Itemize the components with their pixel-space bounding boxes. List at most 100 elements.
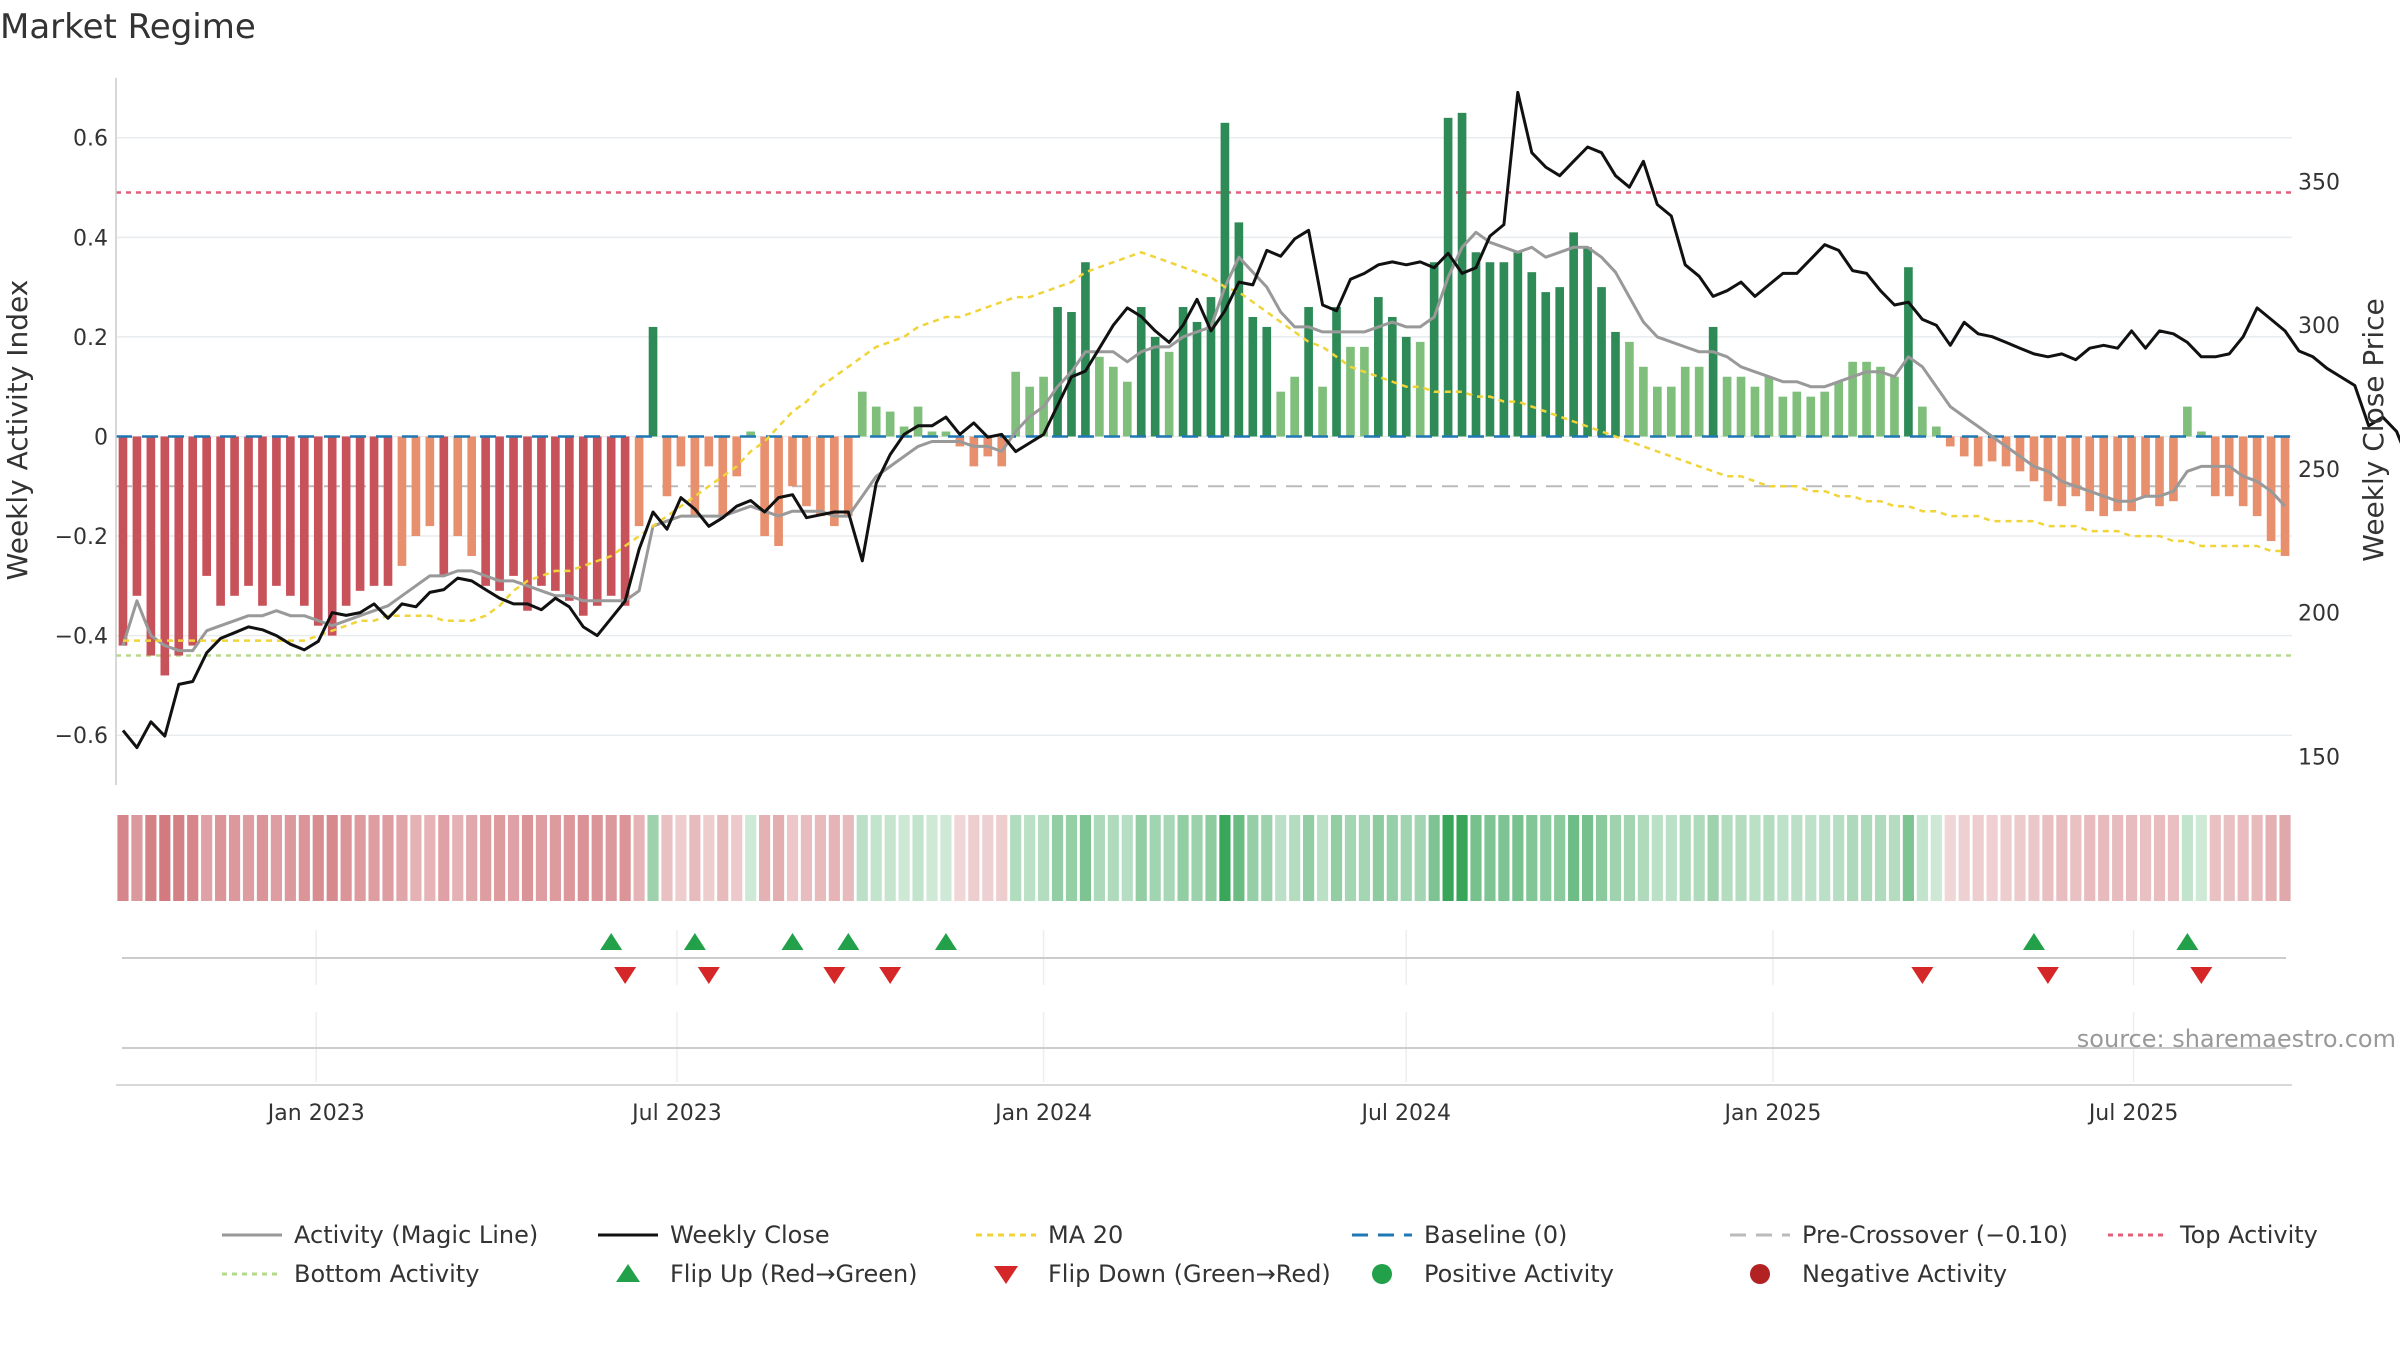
activity-bar	[662, 436, 672, 497]
strip-cell	[1805, 815, 1817, 901]
strip-cell	[675, 815, 687, 901]
flip-down-marker	[1911, 967, 1934, 984]
activity-bar	[272, 436, 281, 586]
y-left-tick-label: −0.6	[55, 724, 108, 749]
strip-cell	[1819, 815, 1831, 901]
activity-bar	[1304, 307, 1313, 437]
strip-cell	[1065, 815, 1078, 901]
strip-cell	[2028, 815, 2040, 901]
strip-cell	[968, 815, 980, 901]
strip-cell	[2042, 815, 2054, 901]
activity-bar	[2252, 436, 2262, 517]
strip-cell	[1275, 815, 1287, 901]
strip-cell	[982, 815, 994, 901]
activity-bar	[1736, 376, 1746, 437]
strip-cell	[1595, 815, 1608, 901]
flip-down-marker	[697, 967, 720, 984]
strip-cell	[256, 815, 269, 901]
activity-bar	[830, 436, 839, 527]
strip-cell	[703, 815, 715, 901]
strip-cell	[2251, 815, 2263, 901]
legend-label: Positive Activity	[1424, 1260, 1614, 1288]
strip-cell	[284, 815, 296, 901]
strip-cell	[1554, 815, 1566, 901]
strip-cell	[2209, 815, 2221, 901]
legend-label: Pre-Crossover (−0.10)	[1802, 1221, 2068, 1249]
flip-up-marker	[683, 933, 706, 950]
legend-label: Activity (Magic Line)	[294, 1221, 538, 1249]
y-left-tick-label: −0.4	[55, 625, 108, 650]
activity-bar	[913, 406, 923, 437]
legend-swatch	[994, 1266, 1018, 1284]
activity-bar	[2197, 431, 2206, 437]
activity-bar	[537, 436, 546, 586]
strip-cell	[1609, 815, 1622, 901]
activity-bar	[592, 436, 602, 606]
activity-bar	[676, 436, 686, 467]
activity-bar	[1569, 232, 1578, 437]
strip-cell	[159, 815, 171, 901]
strip-cell	[396, 815, 408, 901]
activity-bar	[509, 436, 518, 576]
activity-bar	[606, 436, 616, 596]
flip-up-marker	[837, 933, 860, 950]
strip-cell	[1679, 815, 1691, 901]
activity-bar	[1806, 396, 1816, 437]
strip-cell	[354, 815, 366, 901]
strip-cell	[1456, 815, 1468, 901]
activity-bar	[704, 436, 714, 467]
strip-cell	[591, 815, 603, 901]
y-right-tick-label: 250	[2298, 458, 2340, 483]
strip-cell	[842, 815, 854, 901]
strip-cell	[926, 815, 938, 901]
strip-cell	[2223, 815, 2235, 901]
x-tick-label: Jan 2024	[993, 1101, 1092, 1126]
strip-cell	[772, 815, 785, 901]
strip-cell	[1721, 815, 1733, 901]
activity-bar	[1262, 326, 1272, 437]
activity-bar	[718, 436, 728, 517]
x-axis: Jan 2023 Jul 2023 Jan 2024 Jul 2024 Jan 2025…	[116, 1084, 2292, 1126]
strip-cell	[298, 815, 310, 901]
legend-label: MA 20	[1048, 1221, 1123, 1249]
legend-item: Positive Activity	[1372, 1260, 1614, 1288]
legend-label: Baseline (0)	[1424, 1221, 1567, 1249]
activity-bar	[1164, 351, 1174, 437]
activity-bar	[1876, 366, 1885, 437]
strip-cell	[814, 815, 826, 901]
y-left-tick-label: 0	[94, 425, 108, 450]
activity-bar	[1053, 307, 1062, 437]
activity-bar	[1680, 366, 1690, 437]
x-tick-label: Jul 2025	[2087, 1101, 2179, 1126]
activity-bar	[1945, 436, 1955, 447]
activity-bar	[2015, 436, 2025, 472]
strip-cell	[2000, 815, 2012, 901]
strip-cell	[1777, 815, 1789, 901]
legend-label: Bottom Activity	[294, 1260, 479, 1288]
strip-cell	[1163, 815, 1175, 901]
strip-cell	[1261, 815, 1273, 901]
activity-bar	[523, 436, 532, 611]
y-left-tick-label: 0.6	[73, 127, 108, 152]
activity-bar	[341, 436, 351, 606]
strip-cell	[731, 815, 743, 901]
strip-cell	[1735, 815, 1747, 901]
activity-bar	[1764, 376, 1774, 437]
activity-bar	[1834, 381, 1843, 437]
strip-cell	[2126, 815, 2138, 901]
strip-cell	[382, 815, 394, 901]
y-left-tick-label: −0.2	[55, 525, 108, 550]
strip-cell	[1149, 815, 1161, 901]
strip-cell	[1484, 815, 1496, 901]
activity-bar	[411, 436, 421, 537]
strip-cell	[912, 815, 924, 901]
strip-cell	[228, 815, 241, 901]
series-lines	[116, 90, 2400, 750]
strip-cell	[1582, 815, 1594, 901]
strip-cell	[1986, 815, 1998, 901]
activity-bar	[1973, 436, 1983, 467]
activity-bar	[1708, 326, 1718, 437]
activity-bar	[1220, 122, 1230, 437]
activity-bar	[1778, 396, 1788, 437]
activity-bar	[2043, 436, 2053, 502]
